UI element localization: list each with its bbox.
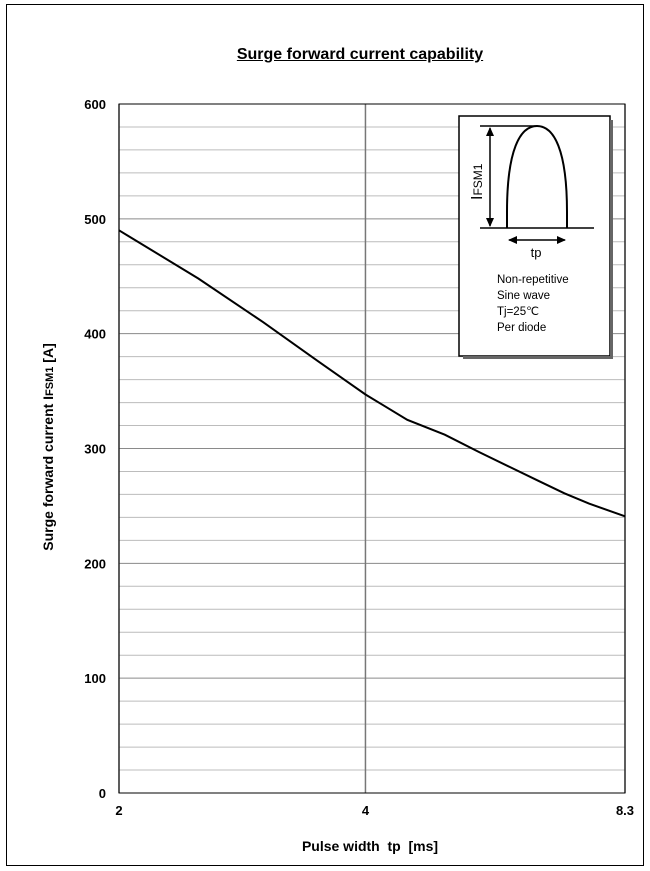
y-tick-label: 300	[84, 442, 106, 457]
inset-shadow-right	[610, 120, 613, 359]
y-axis-label: Surge forward current IFSM1 [A]	[40, 343, 56, 550]
inset-note-4: Per diode	[497, 322, 546, 334]
y-tick-label: 100	[84, 671, 106, 686]
y-axis-label-sub: FSM1	[44, 367, 56, 396]
y-tick-label: 400	[84, 327, 106, 342]
inset-note-2: Sine wave	[497, 290, 550, 302]
inset-amplitude-arrowhead-top	[486, 127, 494, 136]
inset-amplitude-sub: FSM1	[471, 163, 485, 195]
inset-amplitude-label: IFSM1	[469, 163, 486, 200]
tick-labels: 0 100 200 300 400 500 600 2 4 8.3	[84, 97, 634, 818]
y-axis-label-unit: [A]	[40, 343, 56, 362]
x-axis-label: Pulse width tp [ms]	[302, 838, 438, 854]
series-line	[118, 229, 626, 518]
chart-title: Surge forward current capability	[236, 46, 484, 63]
inset-note-3: Tj=25℃	[497, 306, 539, 318]
inset-box: IFSM1 tp Non-repetitive Sine wave Tj=25℃…	[458, 115, 613, 359]
inset-border	[458, 115, 611, 357]
y-tick-label: 200	[84, 556, 106, 571]
inset-width-arrowhead-right	[557, 236, 566, 244]
inset-amplitude-arrowhead-bottom	[486, 218, 494, 227]
inset-note-1: Non-repetitive	[497, 274, 569, 286]
inset-tp-label: tp	[531, 245, 542, 260]
y-tick-label: 600	[84, 97, 106, 112]
inset-amplitude-prefix: I	[469, 196, 486, 200]
y-axis-label-prefix: Surge forward current I	[40, 396, 56, 551]
x-tick-label: 2	[115, 803, 122, 818]
x-tick-label: 4	[362, 803, 370, 818]
inset-width-arrowhead-left	[508, 236, 517, 244]
y-tick-label: 0	[99, 786, 106, 801]
x-tick-label: 8.3	[616, 803, 634, 818]
plot-area-border	[118, 103, 626, 794]
y-tick-label: 500	[84, 212, 106, 227]
inset-shadow-bottom	[463, 356, 613, 359]
